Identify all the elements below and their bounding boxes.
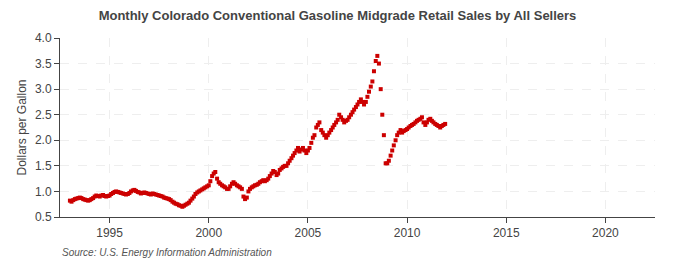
svg-text:Monthly Colorado Conventional: Monthly Colorado Conventional Gasoline M… xyxy=(99,8,577,23)
svg-text:2015: 2015 xyxy=(493,226,520,240)
svg-text:4.0: 4.0 xyxy=(35,31,52,45)
svg-text:0.5: 0.5 xyxy=(35,210,52,224)
svg-text:1995: 1995 xyxy=(96,226,123,240)
svg-text:Dollars per Gallon: Dollars per Gallon xyxy=(15,79,29,175)
svg-text:3.5: 3.5 xyxy=(35,57,52,71)
svg-text:2005: 2005 xyxy=(295,226,322,240)
svg-text:1.0: 1.0 xyxy=(35,185,52,199)
svg-text:2000: 2000 xyxy=(195,226,222,240)
svg-text:2.0: 2.0 xyxy=(35,133,52,147)
svg-text:2010: 2010 xyxy=(394,226,421,240)
svg-text:2020: 2020 xyxy=(592,226,619,240)
svg-text:1.5: 1.5 xyxy=(35,159,52,173)
svg-text:Source: U.S. Energy Informatio: Source: U.S. Energy Information Administ… xyxy=(62,247,272,258)
svg-text:3.0: 3.0 xyxy=(35,82,52,96)
svg-text:2.5: 2.5 xyxy=(35,108,52,122)
